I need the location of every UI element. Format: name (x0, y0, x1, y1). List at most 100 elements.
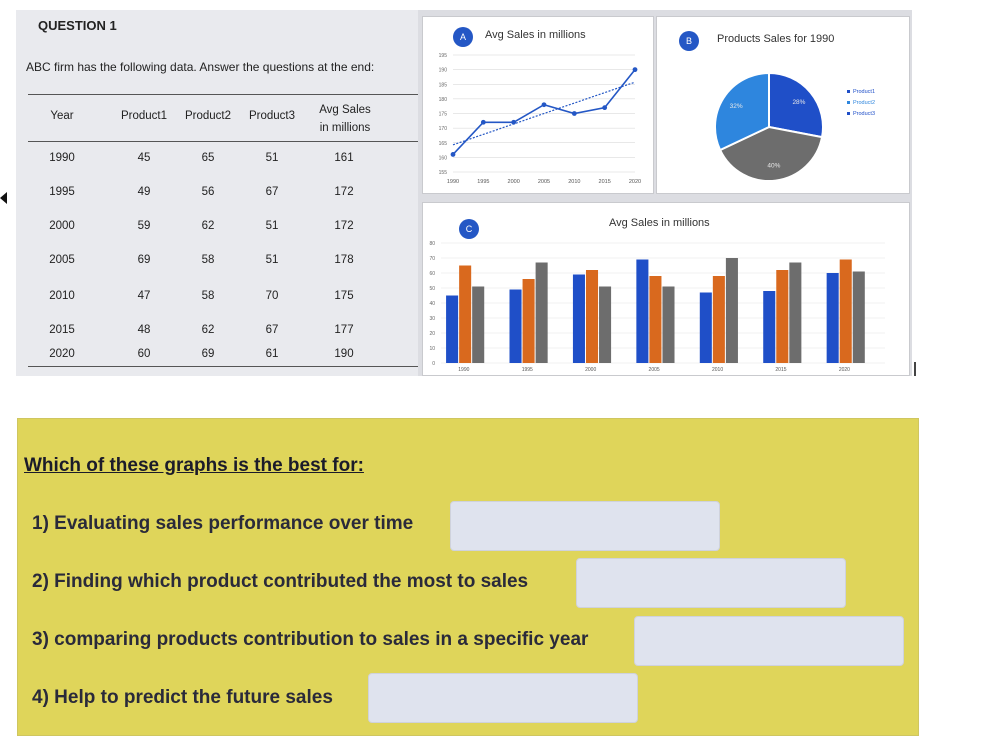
table-cell: 161 (334, 152, 354, 164)
bar (662, 286, 675, 363)
bar (649, 276, 662, 363)
data-point (480, 119, 486, 125)
header-avg-sales-unit: in millions (319, 122, 371, 134)
y-tick-label: 30 (429, 316, 435, 322)
data-point (541, 102, 547, 108)
data-point (632, 67, 638, 73)
bar (522, 279, 535, 363)
x-tick-label: 2020 (629, 179, 641, 185)
y-tick-label: 170 (439, 126, 448, 132)
table-cell: 177 (334, 324, 354, 336)
legend-swatch (847, 90, 850, 93)
bar (852, 271, 865, 363)
table-top-rule (28, 94, 420, 95)
x-tick-label: 2000 (508, 179, 520, 185)
y-tick-label: 20 (429, 331, 435, 337)
data-table-panel: QUESTION 1 ABC firm has the following da… (16, 10, 420, 376)
bar (763, 291, 776, 363)
chart-b-panel: B Products Sales for 1990 28% 40% 32% Produ… (656, 16, 910, 194)
table-cell-year: 1995 (49, 186, 75, 198)
bar (712, 276, 725, 363)
answer-field-1[interactable] (450, 501, 720, 551)
table-cell: 67 (265, 186, 279, 198)
y-tick-label: 195 (439, 53, 448, 59)
pie-slice (714, 71, 770, 152)
x-tick-label: 1995 (477, 179, 489, 185)
header-product3: Product3 (248, 110, 296, 122)
x-tick-label: 1995 (522, 367, 533, 373)
legend-swatch (847, 112, 850, 115)
x-tick-label: 2015 (599, 179, 611, 185)
slice-label: 40% (767, 163, 780, 170)
table-cell-year: 2000 (49, 220, 75, 232)
slice-label: 32% (730, 103, 743, 110)
pie-slice (718, 125, 824, 182)
bar (776, 270, 789, 363)
slice-label: 28% (792, 99, 805, 106)
table-cell-year: 2020 (49, 348, 75, 360)
x-tick-label: 2010 (712, 367, 723, 373)
data-point (511, 119, 517, 125)
y-tick-label: 60 (429, 271, 435, 277)
bar (585, 270, 599, 363)
bar-chart: 0 10 20 30 40 50 60 70 80 1990 1995 2000 2005 2010 201… (429, 241, 885, 373)
header-product2: Product2 (184, 110, 232, 122)
answer-field-4[interactable] (368, 673, 638, 723)
answer-field-3[interactable] (634, 616, 904, 666)
y-tick-label: 0 (432, 361, 435, 367)
bar (459, 265, 472, 363)
bar (826, 273, 839, 363)
y-tick-label: 70 (429, 256, 435, 262)
x-tick-label: 1990 (458, 367, 469, 373)
table-cell: 190 (334, 348, 354, 360)
table-cell: 60 (137, 348, 151, 360)
table-cell: 48 (137, 324, 151, 336)
x-tick-label: 2015 (775, 367, 786, 373)
question-item-4: 4) Help to predict the future sales (32, 687, 333, 708)
question-title: QUESTION 1 (38, 18, 117, 33)
right-edge-line (914, 362, 916, 376)
table-cell: 47 (137, 290, 151, 302)
answer-field-2[interactable] (576, 558, 846, 608)
x-tick-label: 2020 (839, 367, 850, 373)
table-cell: 62 (201, 220, 215, 232)
x-tick-label: 2005 (649, 367, 660, 373)
table-cell: 45 (137, 152, 151, 164)
table-bottom-rule (28, 366, 420, 367)
table-cell: 172 (334, 220, 354, 232)
table-cell: 59 (137, 220, 151, 232)
table-cell-year: 1990 (49, 152, 75, 164)
y-tick-label: 155 (439, 170, 448, 176)
y-tick-label: 160 (439, 155, 448, 161)
question-intro: ABC firm has the following data. Answer … (26, 60, 375, 74)
x-tick-label: 2010 (568, 179, 580, 185)
y-tick-label: 180 (439, 97, 448, 103)
questions-heading: Which of these graphs is the best for: (24, 455, 364, 476)
chart-c-marker: C (459, 219, 479, 239)
y-tick-label: 190 (439, 68, 448, 74)
table-cell: 69 (201, 348, 215, 360)
bar (699, 292, 712, 363)
legend-label: Product3 (853, 111, 875, 117)
legend-label: Product2 (853, 100, 875, 106)
y-tick-label: 50 (429, 286, 435, 292)
bar (599, 286, 612, 363)
table-cell-year: 2005 (49, 254, 75, 266)
table-cell: 58 (201, 290, 215, 302)
question-item-3: 3) comparing products contribution to sa… (32, 629, 589, 650)
bar (636, 259, 649, 363)
y-tick-label: 175 (439, 112, 448, 118)
table-cell: 56 (201, 186, 215, 198)
table-cell: 172 (334, 186, 354, 198)
chart-a-title: Avg Sales in millions (485, 29, 586, 41)
table-cell: 62 (201, 324, 215, 336)
legend-swatch (847, 101, 850, 104)
bar (725, 258, 738, 363)
bar (572, 274, 585, 363)
y-tick-label: 80 (429, 241, 435, 247)
table-cell: 58 (201, 254, 215, 266)
table-cell: 65 (201, 152, 215, 164)
table-cell: 175 (334, 290, 354, 302)
header-avg-sales: Avg Sales (319, 104, 371, 116)
question-item-1: 1) Evaluating sales performance over tim… (32, 513, 414, 534)
